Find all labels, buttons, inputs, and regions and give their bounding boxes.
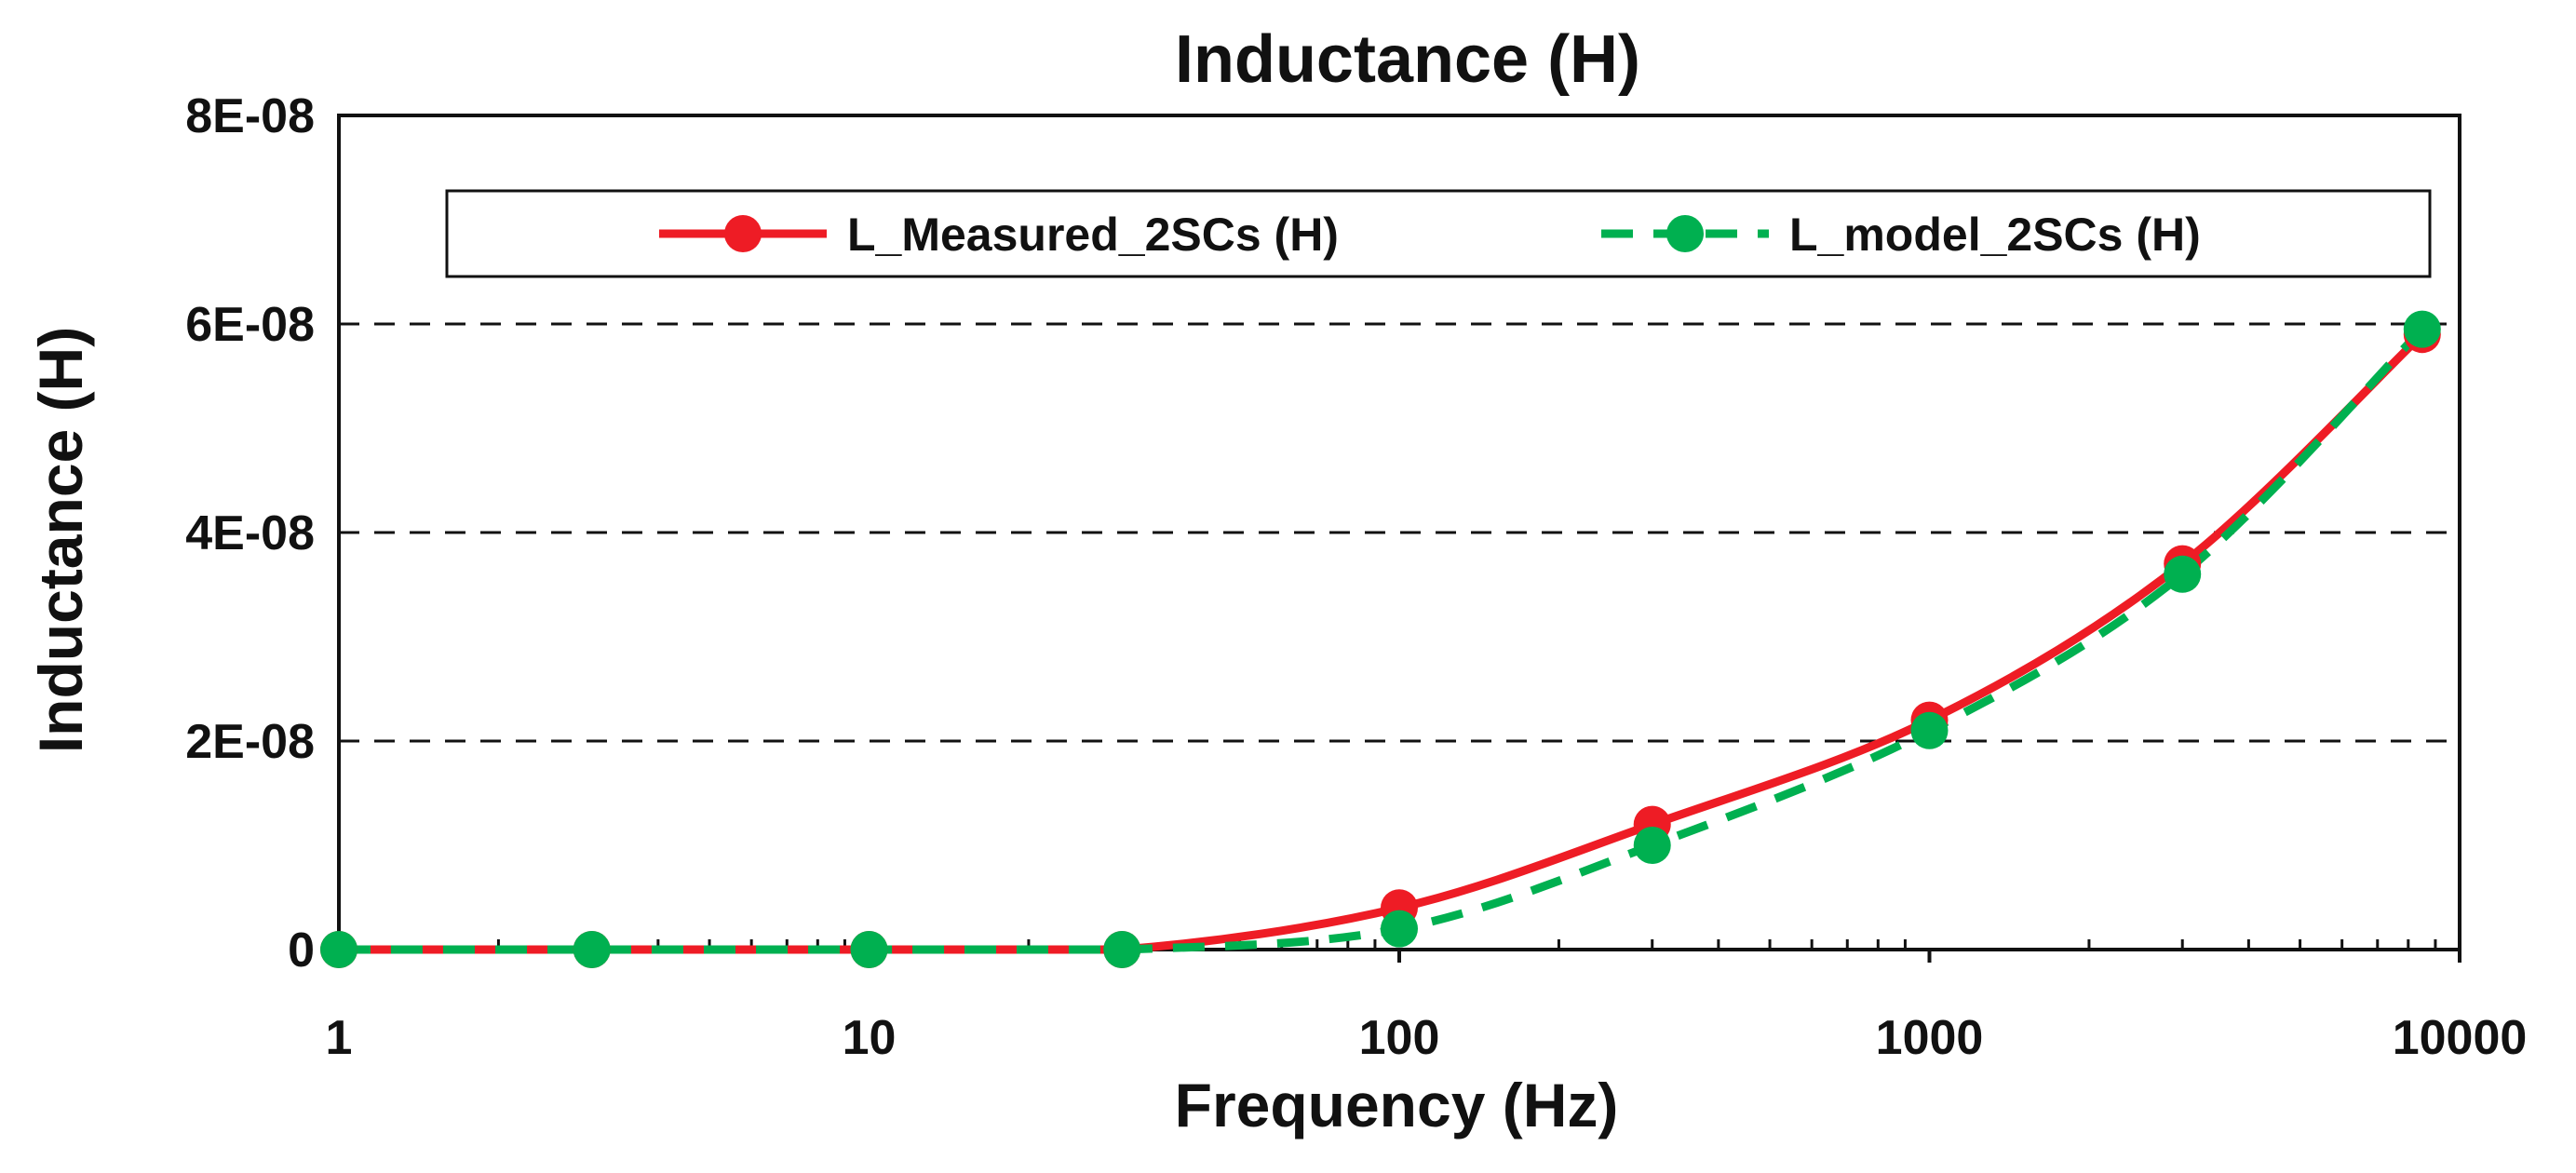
y-tick-label: 0 [288,924,315,978]
y-axis-label: Inductance (H) [26,327,95,753]
chart-title: Inductance (H) [1175,22,1640,97]
y-tick-label: 6E-08 [185,298,315,352]
x-axis-ticks: 1 10 100 1000 10000 [326,950,2528,1065]
x-tick-label: 10 [843,1011,897,1065]
x-tick-label: 10000 [2393,1011,2528,1065]
data-point-model [320,931,357,968]
data-point-model [2164,555,2202,593]
y-tick-label: 2E-08 [185,715,315,769]
y-axis-ticks: 0 2E-08 4E-08 6E-08 8E-08 [185,89,315,978]
x-axis-label: Frequency (Hz) [1175,1071,1619,1139]
y-tick-label: 4E-08 [185,506,315,560]
data-point-model [1633,827,1671,864]
data-point-model [573,931,611,968]
series-layer [320,310,2441,968]
data-point-model [1381,910,1418,948]
data-point-model [850,931,888,968]
data-point-model [1910,711,1949,749]
x-tick-label: 1 [326,1011,353,1065]
x-tick-label: 1000 [1876,1011,1984,1065]
data-point-model [2403,310,2441,348]
legend-swatch-model-marker [1666,215,1704,252]
legend-label-model: L_model_2SCs (H) [1789,209,2201,261]
y-tick-label: 8E-08 [185,89,315,143]
legend-label-measured: L_Measured_2SCs (H) [847,209,1339,261]
x-tick-label: 100 [1359,1011,1440,1065]
legend-swatch-measured-marker [724,215,762,252]
data-point-model [1103,931,1141,968]
legend: L_Measured_2SCs (H) L_model_2SCs (H) [445,189,2432,278]
